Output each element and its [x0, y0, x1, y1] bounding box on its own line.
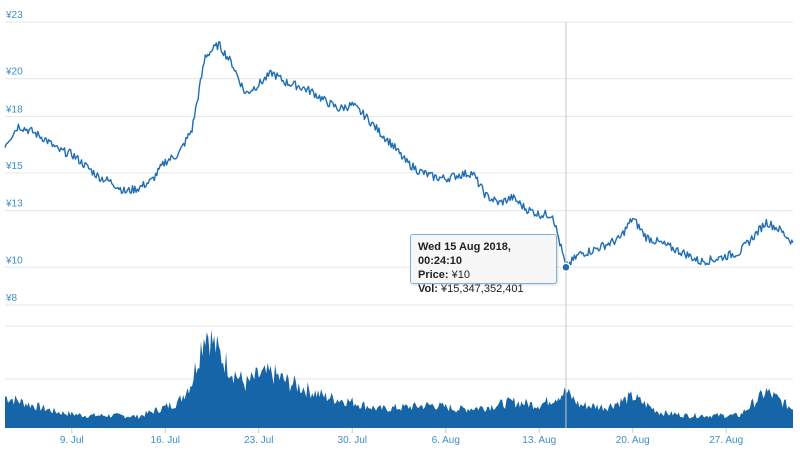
y-tick-label: ¥18	[5, 104, 23, 115]
y-tick-label: ¥23	[5, 10, 23, 21]
x-tick-label: 20. Aug	[616, 435, 650, 446]
tooltip-price-value: ¥10	[451, 269, 470, 281]
x-tick-label: 13. Aug	[522, 435, 556, 446]
gridlines	[5, 21, 793, 380]
x-tick-label: 27. Aug	[709, 435, 743, 446]
x-tick-label: 9. Jul	[60, 435, 84, 446]
hover-point-marker	[561, 262, 571, 273]
tooltip-price-row: Price: ¥10	[418, 268, 549, 282]
y-tick-label: ¥20	[5, 67, 23, 78]
y-tick-label: ¥15	[5, 161, 23, 172]
x-tick-label: 6. Aug	[432, 435, 460, 446]
tooltip-price-label: Price:	[418, 269, 449, 281]
volume-area-path	[5, 329, 793, 428]
volume-area	[5, 329, 793, 428]
y-tick-label: ¥13	[5, 199, 23, 210]
tooltip: Wed 15 Aug 2018, 00:24:10 Price: ¥10 Vol…	[410, 234, 557, 295]
x-axis-ticks: 9. Jul 16. Jul 23. Jul 30. Jul 6. Aug 13. Aug…	[60, 428, 743, 446]
y-tick-label: ¥8	[5, 293, 18, 304]
price-line-path	[4, 41, 794, 268]
price-line	[4, 41, 794, 268]
x-tick-label: 23. Jul	[244, 435, 273, 446]
x-tick-label: 30. Jul	[338, 435, 367, 446]
y-tick-label: ¥10	[5, 255, 23, 266]
y-axis-ticks: ¥23 ¥20 ¥18 ¥15 ¥13 ¥10 ¥8	[5, 10, 23, 304]
tooltip-title: Wed 15 Aug 2018, 00:24:10	[418, 241, 511, 267]
tooltip-vol-row: Vol: ¥15,347,352,401	[418, 282, 549, 296]
x-tick-label: 16. Jul	[151, 435, 180, 446]
tooltip-vol-value: ¥15,347,352,401	[441, 283, 524, 295]
tooltip-vol-label: Vol:	[418, 283, 438, 295]
